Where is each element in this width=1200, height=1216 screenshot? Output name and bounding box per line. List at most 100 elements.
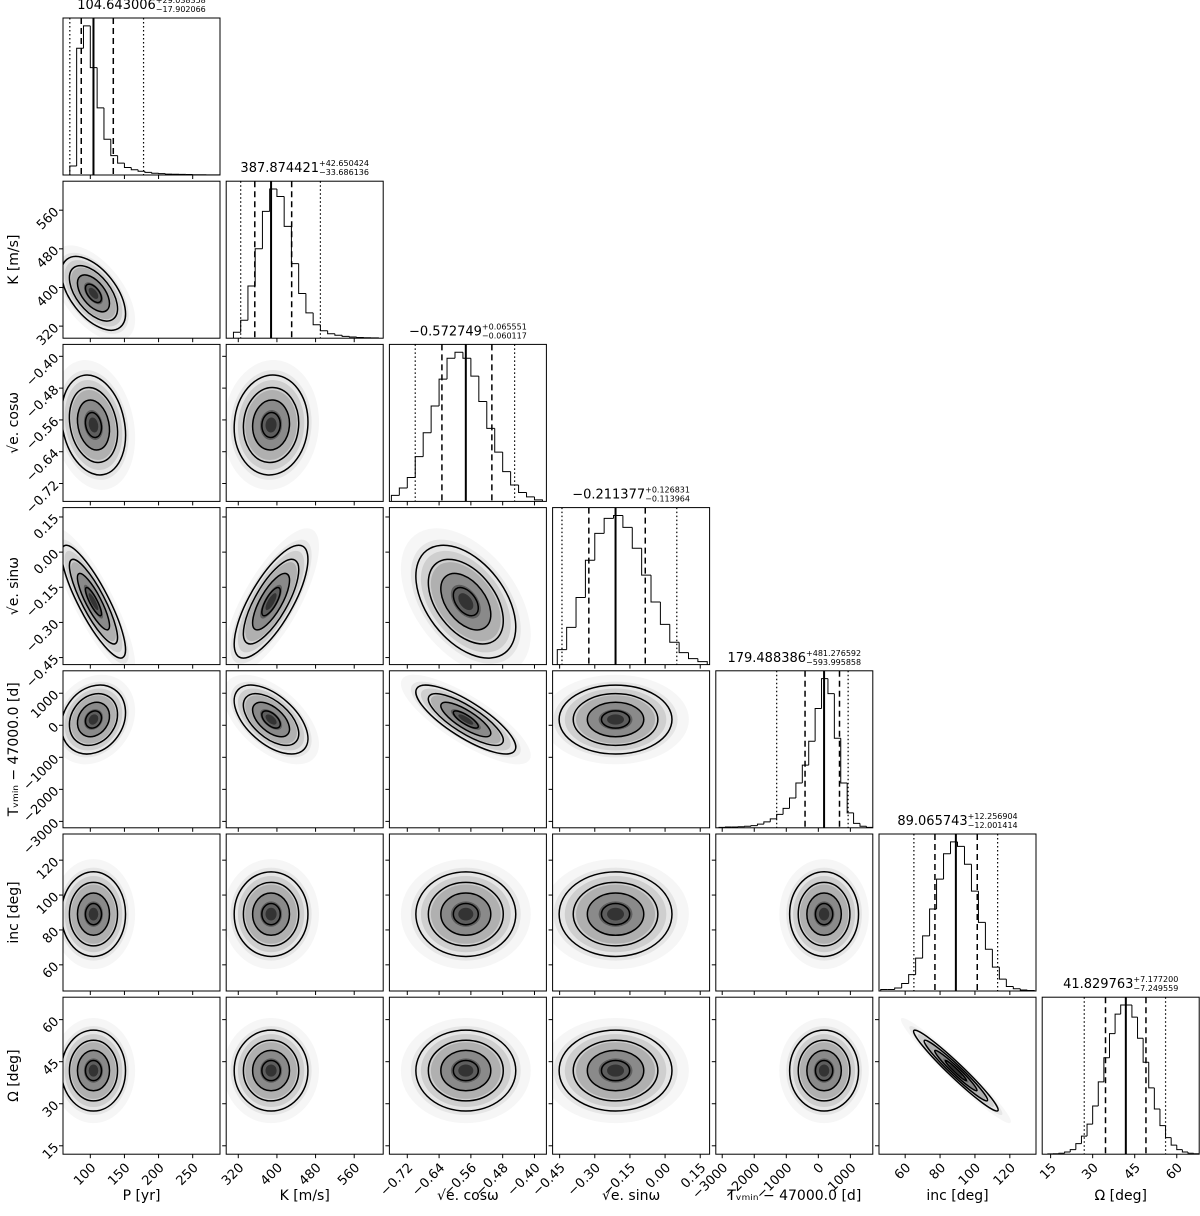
histogram-bin: [96, 67, 104, 109]
contour: [788, 871, 860, 958]
contour: [63, 684, 127, 755]
x-tick-label: 120: [991, 1161, 1019, 1189]
y-tick-label: −0.56: [24, 415, 63, 454]
panel-frame: [62, 17, 221, 176]
contour: [68, 692, 119, 747]
histogram-bin: [1005, 979, 1014, 988]
histogram-bin: [613, 514, 623, 519]
histogram-title-plus: +42.650424: [319, 159, 369, 168]
density-level: [818, 907, 830, 921]
density-level: [607, 907, 625, 921]
histogram-bin: [1148, 1062, 1155, 1089]
y-tick-label: 120: [34, 855, 62, 883]
density-level: [949, 1064, 963, 1077]
panel: [389, 670, 547, 828]
histogram-bin: [846, 783, 854, 814]
panel-frame: [62, 180, 221, 339]
panel-frame: [715, 996, 874, 1155]
histogram-bin: [1159, 1109, 1166, 1127]
histogram-bin: [232, 331, 241, 339]
contour: [242, 881, 300, 947]
histogram-bin: [678, 642, 689, 654]
panel-frame: [878, 996, 1037, 1155]
contour: [797, 1039, 851, 1102]
x-tick-label: 480: [296, 1161, 324, 1189]
contour: [84, 902, 103, 926]
contour: [233, 544, 309, 659]
contour: [806, 892, 843, 937]
histogram-bin: [769, 818, 777, 822]
histogram-bin: [1137, 1017, 1144, 1039]
density-level: [458, 907, 474, 921]
contour: [68, 881, 119, 947]
histogram-bin: [478, 376, 487, 402]
contour: [814, 1059, 834, 1082]
panel: [226, 344, 384, 502]
contour: [242, 1039, 300, 1102]
y-tick-label: −0.72: [24, 478, 63, 517]
contour: [261, 902, 282, 926]
density-level: [458, 593, 474, 611]
histogram-bin: [110, 139, 118, 157]
contour: [797, 881, 851, 947]
histogram-bin: [556, 649, 567, 665]
panel-frame: [388, 996, 547, 1155]
histogram-bin: [438, 378, 448, 406]
panel-frame: [552, 833, 711, 992]
histogram-bin: [1097, 1081, 1104, 1106]
panel-frame: [388, 670, 547, 829]
panel-frame: [715, 833, 874, 992]
y-tick-label: 480: [34, 244, 62, 272]
y-tick-label: 100: [34, 890, 62, 918]
x-tick-label: 100: [71, 1161, 99, 1189]
histogram-title-minus: −33.686136: [319, 168, 369, 177]
x-axis-label: Ω [deg]: [1094, 1188, 1146, 1204]
panel-background: [226, 181, 384, 339]
y-tick-label: −0.64: [24, 446, 63, 485]
x-tick-label: 400: [258, 1161, 286, 1189]
histogram-bin: [518, 484, 527, 493]
histogram-bin: [247, 285, 256, 321]
contour: [76, 892, 111, 937]
density-level: [88, 907, 99, 921]
histogram-title-minus: −17.902066: [156, 5, 206, 14]
histogram-bin: [1176, 1145, 1183, 1151]
histogram-bin: [963, 846, 972, 865]
x-tick-label: 560: [335, 1161, 363, 1189]
histogram-bin: [998, 967, 1007, 980]
histogram-title: 104.643006: [77, 0, 156, 13]
histogram-bin: [89, 25, 98, 69]
histogram-bin: [1114, 1013, 1121, 1034]
histogram-bin: [446, 357, 455, 380]
histogram-bin: [334, 333, 343, 336]
contour: [76, 274, 111, 313]
histogram-bin: [137, 169, 145, 172]
contour: [63, 255, 127, 331]
histogram-bin: [327, 330, 335, 335]
contour: [76, 399, 111, 451]
x-axis-label: inc [deg]: [926, 1188, 988, 1204]
histogram-bin: [312, 312, 321, 326]
y-tick-label: 400: [34, 282, 62, 310]
contour: [68, 386, 119, 464]
histogram-bin: [526, 492, 535, 498]
contour: [572, 1039, 659, 1102]
density-level: [607, 714, 625, 725]
y-tick-label: 60: [40, 960, 62, 982]
panel-frame: [552, 670, 711, 829]
contour: [251, 892, 291, 937]
x-tick-label: 320: [219, 1161, 247, 1189]
panel-frame: [388, 343, 547, 502]
panel: [63, 344, 220, 502]
histogram-bin: [756, 823, 764, 826]
contour: [84, 1059, 103, 1082]
y-tick-label: 0.00: [31, 547, 62, 578]
panel: [63, 18, 220, 175]
panel: [552, 834, 710, 991]
panel-frame: [62, 343, 221, 502]
histogram-bin: [977, 891, 986, 923]
y-tick-label: −0.48: [24, 383, 63, 422]
histogram-bin: [533, 496, 543, 502]
x-tick-label: 30: [1079, 1161, 1101, 1183]
